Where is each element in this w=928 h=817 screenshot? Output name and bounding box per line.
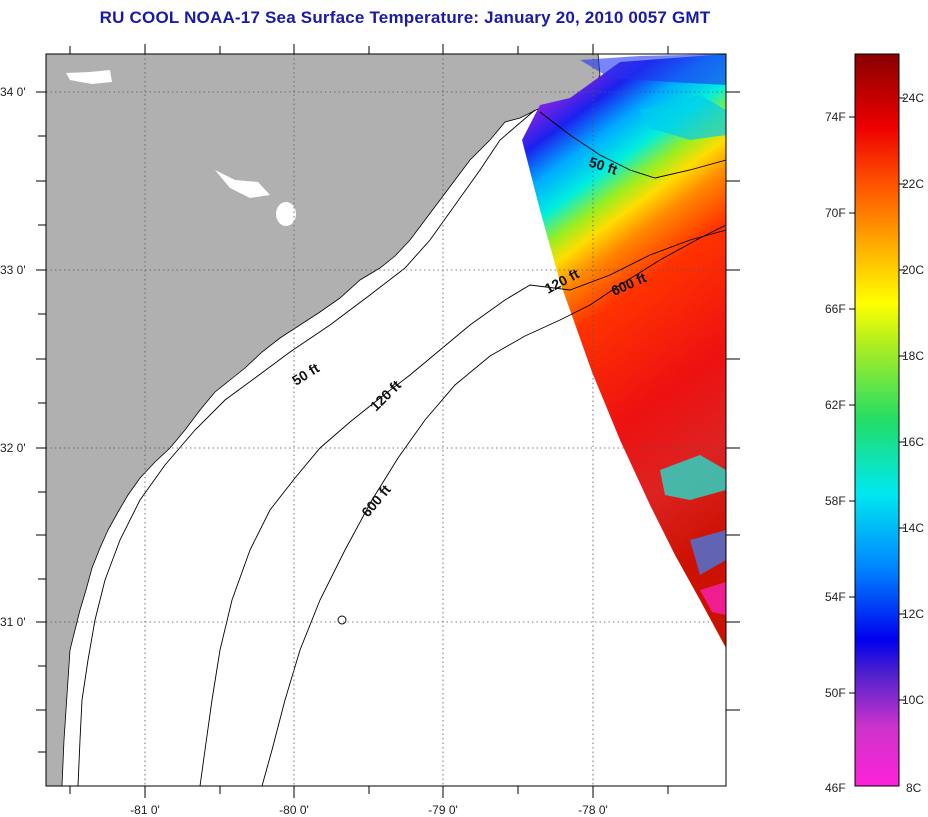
lat-ticks bbox=[36, 91, 740, 753]
lon-label-80: -80 0' bbox=[279, 803, 309, 817]
graticule bbox=[46, 54, 726, 786]
lon-ticks bbox=[69, 44, 669, 798]
lat-label-32: 32 0' bbox=[0, 441, 26, 455]
colorbar bbox=[854, 53, 900, 787]
contour-120ft bbox=[199, 229, 726, 786]
sst-patch-2 bbox=[690, 530, 726, 575]
cb-c-18: 18C bbox=[902, 349, 924, 363]
lat-label-31: 31 0' bbox=[0, 615, 26, 629]
lon-label-79: -79 0' bbox=[428, 803, 458, 817]
cb-c-10: 10C bbox=[902, 693, 924, 707]
sst-swath bbox=[522, 54, 726, 648]
lat-label-34: 34 0' bbox=[0, 85, 26, 99]
cb-f-70: 70F bbox=[825, 206, 846, 220]
land-lake-2 bbox=[215, 170, 270, 198]
contour-600ft bbox=[261, 224, 726, 786]
contour-50ft-upper bbox=[539, 111, 726, 179]
contour-50ft bbox=[77, 109, 536, 786]
cb-f-74: 74F bbox=[825, 110, 846, 124]
map-frame bbox=[45, 53, 727, 787]
cb-c-16: 16C bbox=[902, 435, 924, 449]
cb-f-54: 54F bbox=[825, 590, 846, 604]
map-title: RU COOL NOAA-17 Sea Surface Temperature:… bbox=[99, 8, 711, 27]
cb-c-8: 8C bbox=[906, 781, 922, 795]
sst-patch-3 bbox=[700, 582, 726, 615]
cb-c-14: 14C bbox=[902, 521, 924, 535]
cb-f-62: 62F bbox=[825, 398, 846, 412]
cb-f-46: 46F bbox=[825, 781, 846, 795]
cb-f-66: 66F bbox=[825, 302, 846, 316]
sst-patch-4 bbox=[640, 95, 726, 140]
colorbar-ticks bbox=[849, 97, 905, 701]
lon-label-81: -81 0' bbox=[130, 803, 160, 817]
cb-f-58: 58F bbox=[825, 494, 846, 508]
cb-c-22: 22C bbox=[902, 177, 924, 191]
land-lake-3 bbox=[276, 202, 296, 226]
contour-small-loop bbox=[337, 615, 347, 625]
cb-f-50: 50F bbox=[825, 686, 846, 700]
land-mass bbox=[46, 54, 601, 786]
sst-patch-5 bbox=[580, 54, 726, 85]
cb-c-12: 12C bbox=[902, 607, 924, 621]
sst-patch-1 bbox=[660, 455, 726, 500]
cb-c-24: 24C bbox=[902, 91, 924, 105]
lat-label-33: 33 0' bbox=[0, 263, 26, 277]
land-lake-1 bbox=[66, 70, 112, 84]
lon-label-78: -78 0' bbox=[578, 803, 608, 817]
cb-c-20: 20C bbox=[902, 263, 924, 277]
